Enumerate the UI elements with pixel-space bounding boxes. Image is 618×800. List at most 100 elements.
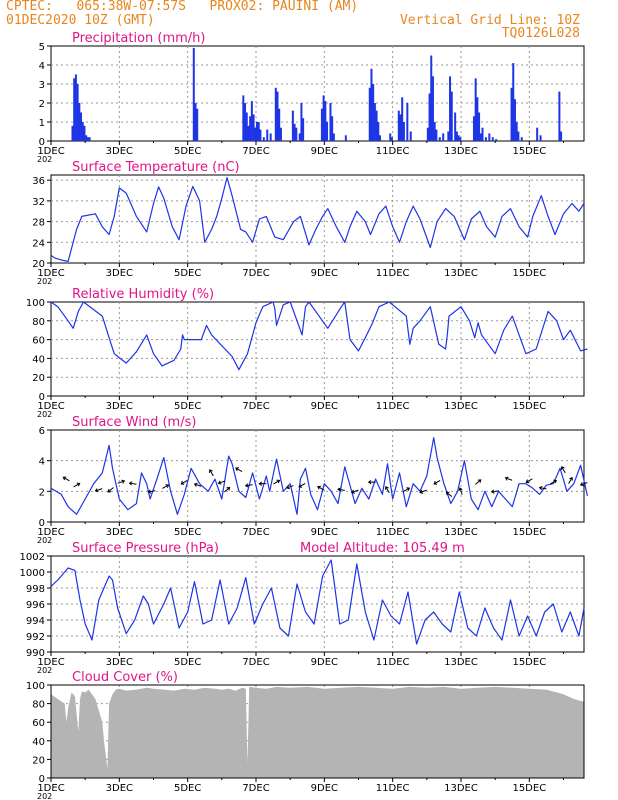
x-tick-label: 3DEC (106, 657, 133, 668)
precip-bar (245, 112, 248, 141)
x-tick-label: 9DEC (311, 268, 338, 279)
wind-arrow-shaft (209, 469, 214, 477)
panel-frame (50, 301, 585, 397)
x-tick-label: 9DEC (311, 146, 338, 157)
panel-title: Surface Pressure (hPa) (72, 541, 219, 556)
precip-bar (78, 103, 81, 141)
x-tick-label: 15DEC (512, 657, 546, 668)
precip-bar (491, 137, 494, 141)
x-tick-label: 3DEC (106, 783, 133, 794)
precip-bar (389, 133, 392, 141)
wind-arrow-shaft (298, 483, 306, 488)
wind-arrow-head (244, 483, 249, 488)
x-year-clipped: 202 (37, 536, 52, 545)
wind-arrow-head (419, 489, 424, 494)
wind-arrow-shaft (433, 479, 441, 485)
precip-bar (80, 112, 83, 141)
x-tick-label: 9DEC (311, 527, 338, 538)
series-line (50, 301, 588, 371)
wind-arrow-head (553, 479, 558, 484)
precip-bar (298, 133, 301, 141)
precip-bar (478, 112, 481, 141)
precip-bar (379, 135, 381, 141)
x-tick-label: 13DEC (444, 657, 478, 668)
wind-arrow-head (235, 467, 239, 472)
wind-arrow-shaft (475, 479, 482, 485)
precip-bar (252, 114, 255, 141)
y-tick-label: 4 (39, 457, 45, 468)
precip-bar (474, 78, 477, 141)
wind-arrow-head (276, 479, 281, 484)
precip-bar (370, 68, 373, 141)
wind-arrow-shaft (419, 489, 427, 494)
precip-bar (269, 133, 272, 141)
wind-arrow-shaft (223, 487, 230, 493)
x-tick-label: 11DEC (376, 268, 410, 279)
x-tick-label: 13DEC (444, 268, 478, 279)
precip-bar (513, 99, 516, 141)
series-line (50, 559, 585, 645)
x-tick-label: 11DEC (376, 657, 410, 668)
wind-arrow-shaft (459, 487, 463, 495)
precip-bar (438, 137, 441, 141)
wind-arrow-head (445, 491, 450, 496)
precip-bar (254, 127, 257, 141)
precip-bar (302, 118, 305, 141)
precip-bar (515, 122, 518, 141)
x-tick-label: 11DEC (376, 527, 410, 538)
wind-arrow-head (286, 485, 290, 490)
precip-bar (249, 116, 252, 141)
wind-arrow-shaft (568, 477, 573, 484)
precip-bar (375, 110, 378, 141)
precip-bar (300, 103, 303, 141)
panel-frame-top (50, 684, 585, 779)
wind-arrow-shaft (129, 482, 137, 485)
header-line-2: 01DEC2020 10Z (GMT) (6, 13, 155, 28)
wind-arrow-head (226, 487, 231, 491)
y-tick-label: 20 (32, 755, 45, 766)
precip-bar (479, 133, 482, 141)
precip-bar (86, 137, 89, 141)
precip-bar (476, 97, 479, 141)
wind-arrow-head (458, 487, 463, 492)
y-tick-label: 1002 (20, 552, 45, 563)
y-tick-label: 998 (26, 584, 45, 595)
precip-bar (402, 122, 405, 141)
y-tick-label: 2 (39, 487, 45, 498)
precip-bar (428, 93, 431, 141)
precip-bar (88, 137, 91, 141)
precip-bar (83, 125, 86, 141)
x-tick-label: 1DEC (37, 268, 64, 279)
precip-bar (324, 101, 327, 141)
wind-arrow-head (367, 479, 372, 485)
precip-bar (332, 133, 335, 141)
wind-arrow-head (76, 482, 81, 487)
model-altitude: Model Altitude: 105.49 m (300, 541, 465, 556)
y-tick-label: 4 (39, 61, 45, 72)
precip-bar (295, 127, 298, 141)
precip-bar (71, 125, 74, 141)
precip-bar (244, 103, 247, 141)
wind-arrow-shaft (539, 487, 547, 490)
wind-arrow-head (579, 482, 584, 487)
y-tick-label: 100 (26, 298, 45, 309)
precip-bar (457, 135, 460, 141)
x-tick-label: 15DEC (512, 527, 546, 538)
x-tick-label: 15DEC (512, 268, 546, 279)
x-tick-label: 11DEC (376, 146, 410, 157)
y-tick-label: 40 (32, 354, 45, 365)
precip-bar (495, 139, 498, 141)
y-tick-label: 2 (39, 99, 45, 110)
series-line (50, 437, 588, 515)
wind-arrow-shaft (235, 467, 243, 473)
precip-bar (266, 129, 269, 141)
wind-arrow-head (317, 485, 321, 490)
panel-frame (50, 429, 585, 523)
precip-bar (81, 122, 84, 141)
wind-arrow-shaft (162, 484, 169, 489)
precip-bar (431, 76, 434, 141)
precip-bar (536, 127, 539, 141)
precip-bar (481, 127, 484, 141)
precip-bar (74, 74, 77, 141)
